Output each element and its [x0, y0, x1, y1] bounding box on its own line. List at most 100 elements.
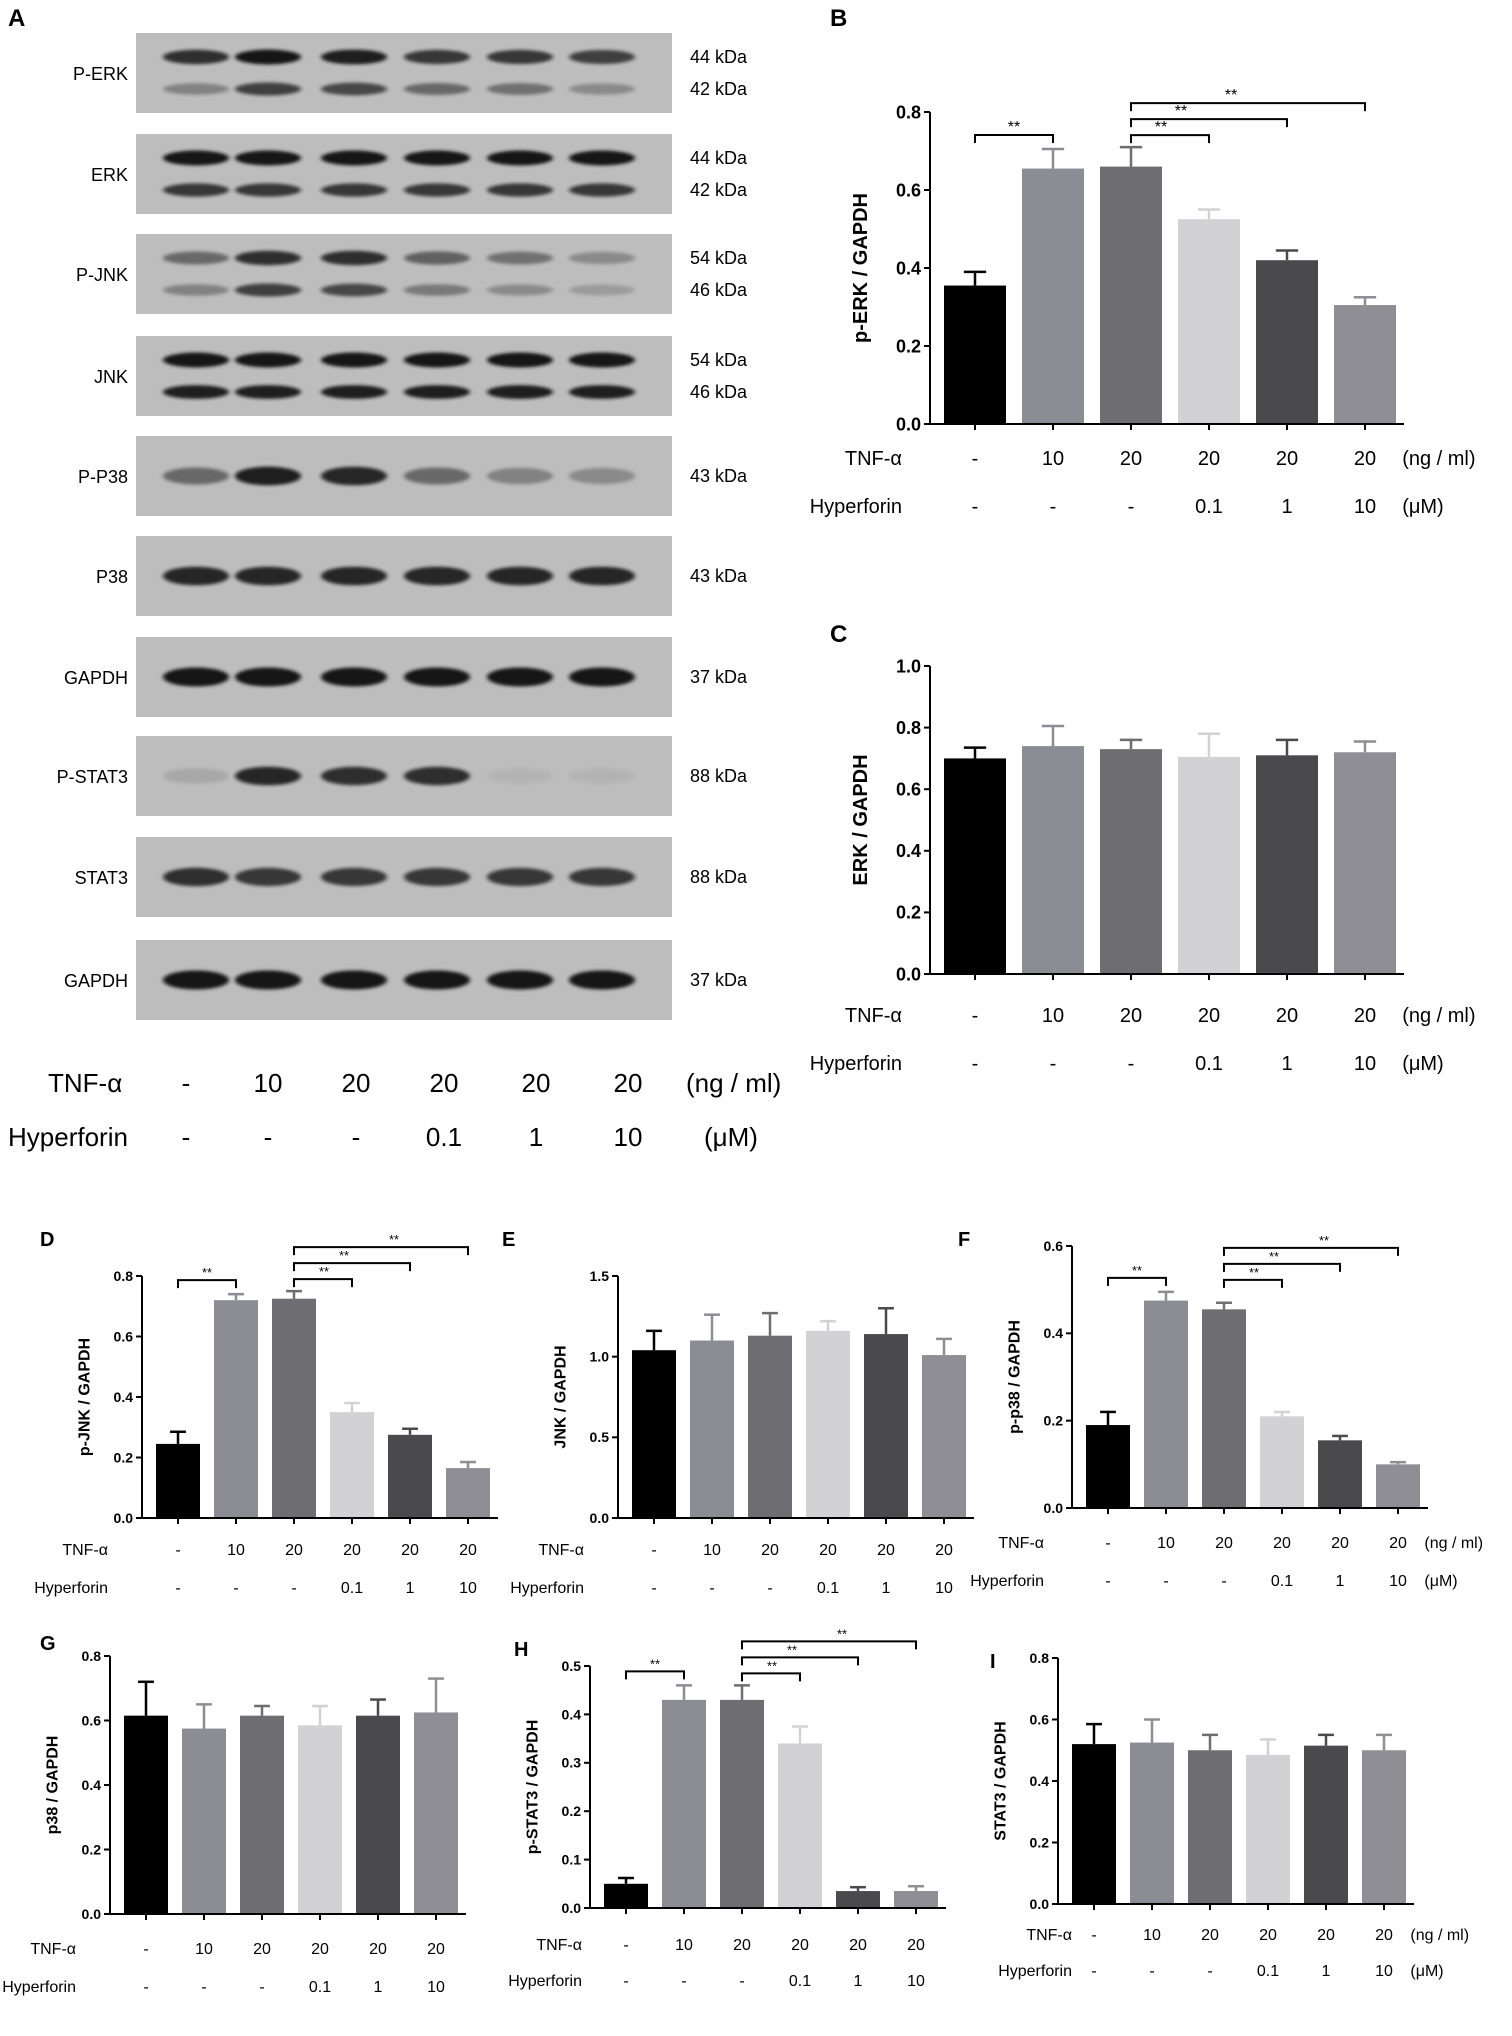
tnf-value: 20 [459, 1542, 477, 1559]
y-tick-label: 0.6 [1044, 1238, 1064, 1254]
bar [1178, 756, 1240, 974]
bar [330, 1412, 374, 1518]
hyperforin-value: 10 [459, 1580, 477, 1597]
kda-label: 54 kDa [690, 248, 748, 268]
tnf-value: 10 [1143, 1927, 1161, 1944]
tnf-value: 20 [819, 1542, 837, 1559]
blot-band [321, 667, 387, 687]
significance-bracket [741, 1656, 859, 1666]
hyperforin-value: - [1050, 1053, 1057, 1075]
blot-band [404, 867, 470, 887]
hyperforin-value: 1 [854, 1973, 863, 1990]
blot-band [321, 466, 387, 486]
significance-bracket [1107, 1276, 1167, 1286]
blot-band [163, 251, 229, 265]
significance-bracket [293, 1246, 469, 1256]
tnf-value: 20 [1259, 1927, 1277, 1944]
hyperforin-value: 0.1 [817, 1580, 839, 1597]
blot-band [235, 183, 301, 197]
y-axis-title: STAT3 / GAPDH [993, 1721, 1010, 1840]
tnf-value: 20 [1331, 1535, 1349, 1552]
significance-label: ** [767, 1658, 777, 1673]
blot-band [163, 385, 229, 399]
bar [1334, 305, 1396, 424]
hyperforin-value: - [1221, 1573, 1226, 1590]
kda-label: 88 kDa [690, 867, 748, 887]
bar [944, 758, 1006, 974]
y-tick-label: 0.6 [82, 1712, 102, 1728]
hyperforin-value: 0.1 [789, 1973, 811, 1990]
hyperforin-value: 1 [1322, 1963, 1331, 1980]
blot-hyperforin-label: Hyperforin [8, 1122, 128, 1152]
chart-panel-g: G 0.0 0.2 0.4 0.6 0.8 p38 / GAPDH TNF-α Hyperfor… [2, 1633, 466, 1996]
tnf-value: 20 [1120, 448, 1142, 470]
y-tick-label: 0.0 [1044, 1500, 1064, 1516]
bar [632, 1350, 676, 1518]
blot-tnf-value: 20 [614, 1068, 643, 1098]
hyperforin-value: 10 [1375, 1963, 1393, 1980]
blot-band [569, 352, 635, 368]
hyperforin-value: - [259, 1979, 264, 1996]
significance-bracket [741, 1640, 917, 1650]
hyperforin-value: - [291, 1580, 296, 1597]
tnf-value: 10 [195, 1941, 213, 1958]
bar [778, 1743, 822, 1908]
blot-band [404, 150, 470, 166]
blot-band [487, 352, 553, 368]
significance-bracket [1130, 134, 1210, 144]
y-tick-label: 0.5 [562, 1658, 582, 1674]
blot-band [569, 251, 635, 265]
tnf-value: 20 [1276, 1005, 1298, 1027]
blot-band [487, 768, 553, 784]
blot-band [487, 566, 553, 586]
western-blot-panel: A P-ERK 44 kDa 42 kDa ERK 44 kDa 42 kDa P-JNK 54… [8, 5, 781, 1152]
significance-label: ** [339, 1248, 349, 1263]
tnf-value: 20 [1354, 448, 1376, 470]
hyperforin-value: - [1128, 496, 1135, 518]
tnf-value: - [651, 1542, 656, 1559]
blot-band [321, 82, 387, 96]
y-tick-label: 0.8 [82, 1648, 102, 1664]
hyperforin-value: - [739, 1973, 744, 1990]
blot-band [235, 667, 301, 687]
blot-band [163, 83, 229, 95]
hyperforin-value: 0.1 [1195, 496, 1223, 518]
y-tick-label: 1.0 [896, 656, 921, 676]
tnf-label: TNF-α [845, 1005, 902, 1027]
tnf-value: 10 [1042, 1005, 1064, 1027]
tnf-value: 20 [791, 1937, 809, 1954]
y-tick-label: 0.0 [82, 1906, 102, 1922]
tnf-value: 20 [343, 1542, 361, 1559]
significance-bracket [974, 134, 1054, 144]
significance-label: ** [1319, 1233, 1329, 1248]
tnf-value: 20 [1198, 448, 1220, 470]
hyperforin-value: - [201, 1979, 206, 1996]
hyperforin-value: - [175, 1580, 180, 1597]
y-tick-label: 0.0 [896, 964, 921, 984]
bar [662, 1699, 706, 1908]
significance-bracket [1223, 1278, 1283, 1288]
hyperforin-label: Hyperforin [810, 496, 902, 518]
y-axis-title: p-JNK / GAPDH [77, 1338, 94, 1456]
blot-band [404, 352, 470, 368]
blot-band [163, 49, 229, 65]
tnf-unit: (ng / ml) [1402, 1005, 1475, 1027]
tnf-value: 20 [849, 1937, 867, 1954]
blot-row-label: P-P38 [78, 467, 128, 487]
significance-label: ** [650, 1656, 660, 1671]
blot-row-label: GAPDH [64, 971, 128, 991]
kda-label: 42 kDa [690, 180, 748, 200]
blot-row-p-erk: P-ERK 44 kDa 42 kDa [73, 33, 748, 113]
hyperforin-value: 1 [406, 1580, 415, 1597]
blot-row-label: P-STAT3 [57, 767, 128, 787]
bar [1246, 1754, 1290, 1904]
y-tick-label: 0.2 [1030, 1834, 1050, 1850]
significance-bracket [293, 1262, 411, 1272]
tnf-label: TNF-α [538, 1542, 584, 1559]
tnf-value: 20 [1375, 1927, 1393, 1944]
hyperforin-value: - [623, 1973, 628, 1990]
bar [388, 1434, 432, 1518]
blot-band [321, 150, 387, 166]
bar [1100, 749, 1162, 974]
y-axis-title: JNK / GAPDH [553, 1345, 570, 1448]
